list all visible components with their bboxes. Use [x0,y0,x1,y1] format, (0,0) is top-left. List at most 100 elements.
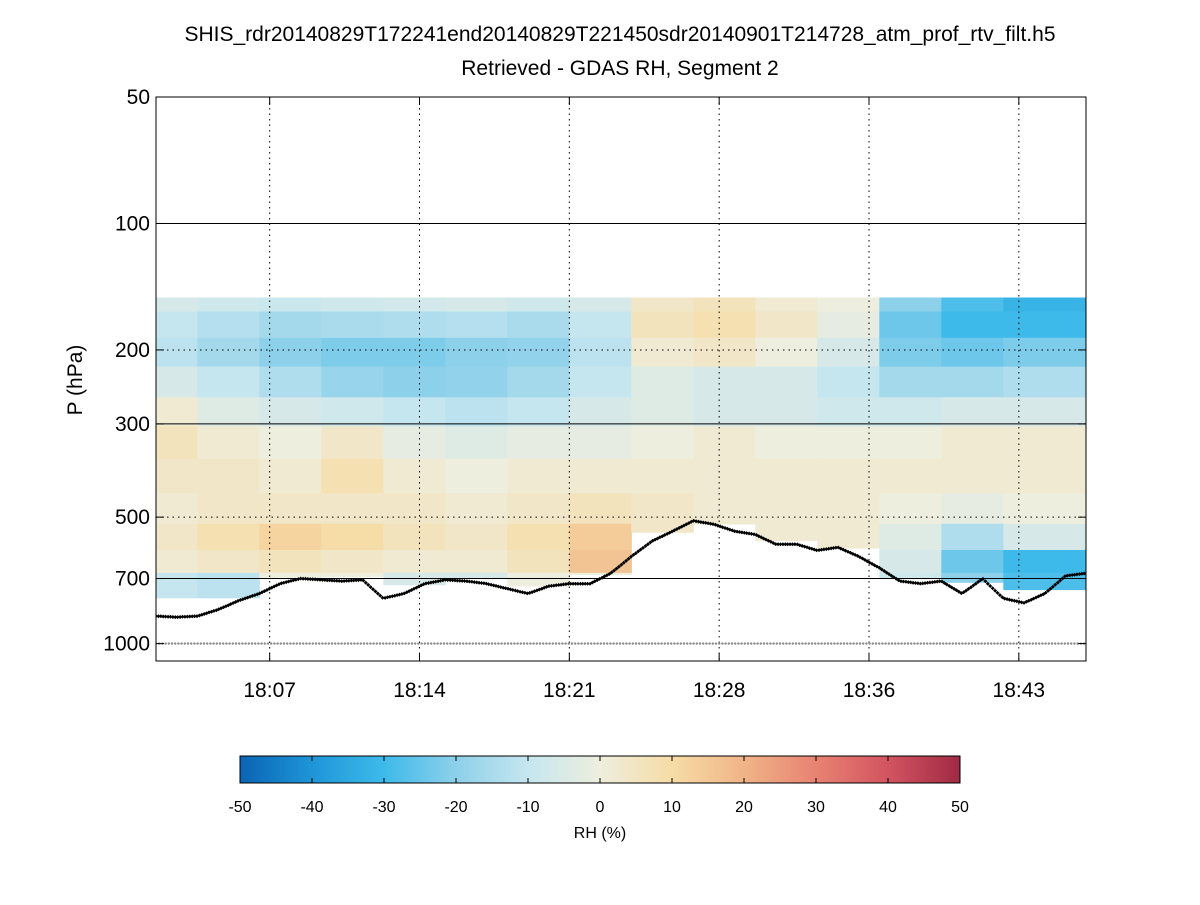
surface-marker [657,642,660,645]
surface-marker [1050,642,1054,645]
heatmap-cell [321,366,384,398]
heatmap-cell [817,366,880,398]
surface-marker [286,642,289,645]
surface-marker [247,642,250,645]
heatmap-cell [197,397,260,427]
surface-marker [1022,642,1025,645]
heatmap-cell [631,297,694,313]
y-tick-label: 50 [127,86,150,109]
cloud-top-marker [913,581,918,585]
surface-marker [455,642,458,645]
surface-marker [855,642,858,645]
surface-marker [791,642,794,645]
surface-marker [935,642,938,645]
surface-marker [186,642,190,645]
surface-marker [446,642,449,645]
heatmap-cell [569,366,632,398]
heatmap-cell [156,550,198,574]
surface-marker [263,642,266,645]
cloud-top-marker [776,542,781,547]
surface-marker [330,642,334,645]
heatmap-cell [507,337,570,368]
surface-marker [1070,642,1073,645]
surface-marker [884,642,887,645]
heatmap-cell [941,550,1004,574]
surface-marker [196,642,199,645]
heatmap-cell [817,493,880,525]
surface-marker [724,642,727,645]
cloud-top-marker [158,614,163,619]
surface-marker [593,642,596,645]
cloud-top-marker [472,580,477,585]
surface-marker [1047,642,1051,645]
cloud-top-marker [1053,582,1058,587]
heatmap-cell [259,550,322,574]
surface-marker [586,642,590,645]
surface-marker [218,642,222,645]
cloud-top-marker [937,579,942,584]
cloud-top-marker [1077,572,1082,577]
surface-marker [180,642,183,645]
cloud-top-marker [479,581,484,585]
cloud-top-marker [450,578,455,583]
surface-marker [980,642,983,645]
cloud-top-marker [313,577,318,582]
cloud-top-marker [826,546,831,551]
surface-marker [442,642,446,645]
surface-marker [350,642,353,645]
heatmap-cell [879,523,942,551]
cloud-top-marker [571,581,576,586]
surface-marker [279,642,282,645]
cloud-top-marker [467,579,472,584]
surface-marker [334,642,337,645]
heatmap-cell [507,550,570,574]
surface-marker [1034,642,1038,645]
cloud-top-marker [990,586,995,591]
colorbar-tick-label: 30 [807,799,825,816]
surface-marker [839,642,842,645]
cloud-top-marker [817,548,822,553]
cloud-top-marker [742,530,747,535]
surface-marker [609,642,612,645]
heatmap-cell [259,297,322,313]
heatmap-cell [321,297,384,313]
surface-marker [951,642,954,645]
heatmap-cell [941,426,1004,460]
surface-marker [554,642,558,645]
cloud-top-marker [337,578,342,583]
surface-marker [993,642,996,645]
surface-marker [897,642,900,645]
cloud-top-marker [988,584,993,588]
surface-marker [295,642,298,645]
y-tick-label: 1000 [103,633,150,656]
colorbar-tick-label: 0 [596,799,605,816]
surface-marker [628,642,631,645]
surface-marker [228,642,231,645]
cloud-top-marker [334,578,339,583]
cloud-top-marker [908,580,913,585]
cloud-top-marker [315,577,320,582]
y-axis-label: P (hPa) [64,345,87,416]
surface-marker [238,642,241,645]
cloud-top-marker [378,593,383,598]
heatmap-cell [631,311,694,339]
cloud-top-marker [462,579,467,583]
surface-marker [398,642,401,645]
heatmap-cell [755,426,818,460]
chart-title: SHIS_rdr20140829T172241end20140829T22145… [184,23,1055,46]
cloud-top-marker [1050,584,1055,589]
x-axis-ticks: 18:07 18:14 18:21 18:28 18:36 18:43 [243,97,1045,702]
surface-marker [622,642,625,645]
cloud-top-marker [173,615,178,620]
heatmap-cell [879,426,942,460]
cloud-top-marker [375,591,380,596]
cloud-top-marker [356,578,361,583]
cloud-top-marker [453,578,457,583]
cloud-top-marker [332,578,337,583]
surface-marker [878,642,881,645]
cloud-top-marker [899,579,903,584]
surface-marker [727,642,730,645]
cloud-top-marker [180,614,185,619]
surface-marker [836,642,839,645]
